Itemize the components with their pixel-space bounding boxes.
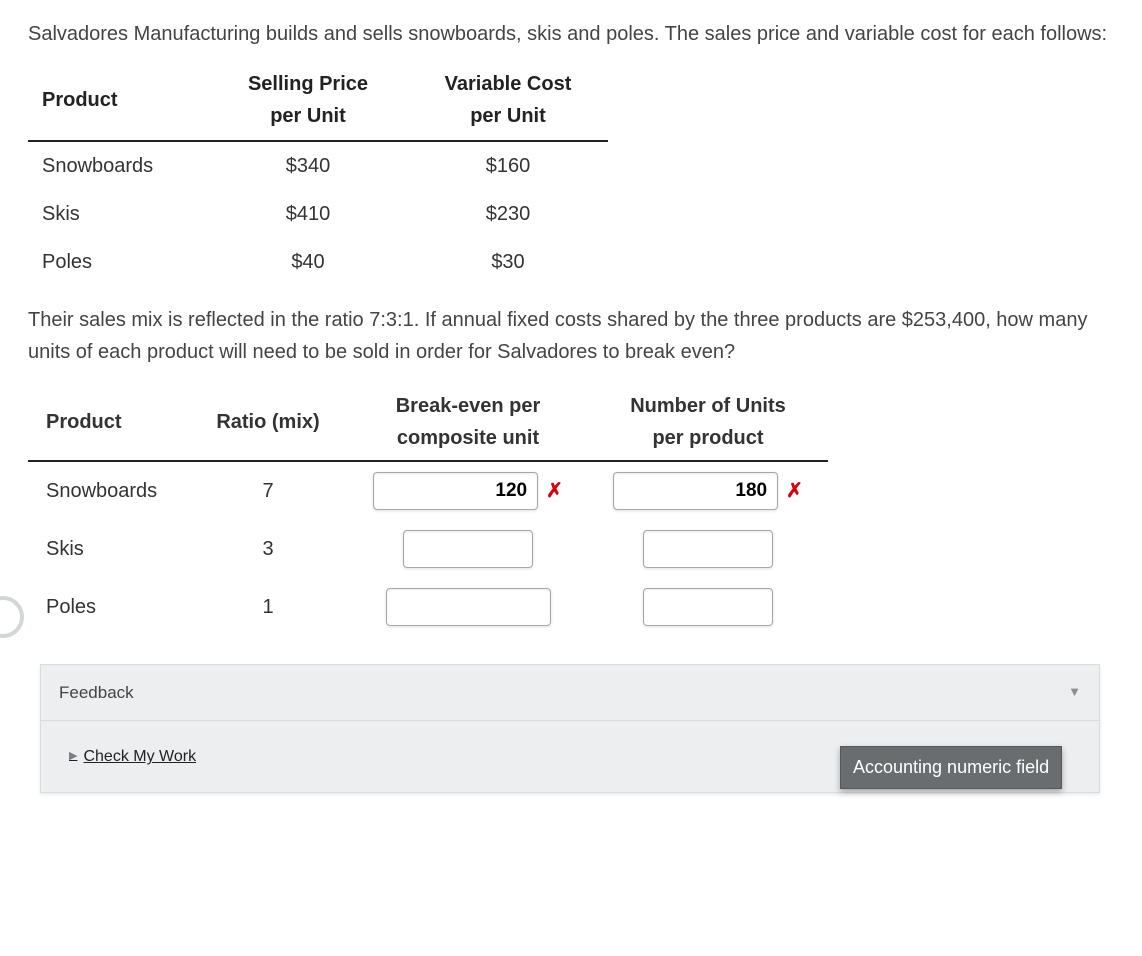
- hint-circle-decoration: [0, 596, 24, 638]
- col2-units: Number of Units per product: [606, 390, 810, 454]
- chevron-down-icon: ▼: [1068, 682, 1081, 703]
- cell-product: Snowboards: [28, 141, 208, 190]
- table-row: Poles$40$30: [28, 238, 608, 286]
- check-my-work-label: Check My Work: [83, 744, 196, 770]
- cell-product: Skis: [28, 190, 208, 238]
- cell-selling: $410: [208, 190, 408, 238]
- feedback-title: Feedback: [59, 679, 134, 706]
- breakeven-input[interactable]: [373, 472, 538, 510]
- answer-table: Product Ratio (mix) Break-even per compo…: [28, 384, 828, 636]
- units-input[interactable]: [613, 472, 778, 510]
- price-cost-table: Product Selling Price per Unit Variable …: [28, 60, 608, 286]
- cell-selling: $40: [208, 238, 408, 286]
- cell-ratio: 1: [188, 578, 348, 636]
- col-variable: Variable Cost per Unit: [422, 68, 594, 132]
- table-row: Snowboards$340$160: [28, 141, 608, 190]
- table-row: Snowboards7 ✗ ✗: [28, 461, 828, 520]
- cell-product: Snowboards: [28, 461, 188, 520]
- feedback-header[interactable]: Feedback ▼: [41, 665, 1099, 721]
- cell-product: Poles: [28, 238, 208, 286]
- check-my-work-link[interactable]: ▶ Check My Work: [69, 744, 196, 770]
- table-row: Poles1: [28, 578, 828, 636]
- breakeven-input[interactable]: [403, 530, 533, 568]
- table-row: Skis$410$230: [28, 190, 608, 238]
- input-tooltip: Accounting numeric field: [840, 746, 1062, 789]
- cell-ratio: 3: [188, 520, 348, 578]
- wrong-mark-icon: ✗: [786, 475, 803, 507]
- cell-ratio: 7: [188, 461, 348, 520]
- cell-variable: $160: [408, 141, 608, 190]
- units-input[interactable]: [643, 588, 773, 626]
- cell-selling: $340: [208, 141, 408, 190]
- breakeven-input[interactable]: [386, 588, 551, 626]
- cell-variable: $30: [408, 238, 608, 286]
- question-text: Their sales mix is reflected in the rati…: [28, 304, 1122, 368]
- col-product: Product: [42, 89, 118, 111]
- wrong-mark-icon: ✗: [546, 475, 563, 507]
- table-row: Skis3: [28, 520, 828, 578]
- intro-text: Salvadores Manufacturing builds and sell…: [28, 18, 1122, 50]
- units-input[interactable]: [643, 530, 773, 568]
- cell-variable: $230: [408, 190, 608, 238]
- triangle-right-icon: ▶: [69, 748, 77, 766]
- cell-product: Poles: [28, 578, 188, 636]
- col2-product: Product: [46, 411, 122, 433]
- col2-ratio: Ratio (mix): [216, 411, 319, 433]
- col2-breakeven: Break-even per composite unit: [366, 390, 570, 454]
- cell-product: Skis: [28, 520, 188, 578]
- col-selling: Selling Price per Unit: [222, 68, 394, 132]
